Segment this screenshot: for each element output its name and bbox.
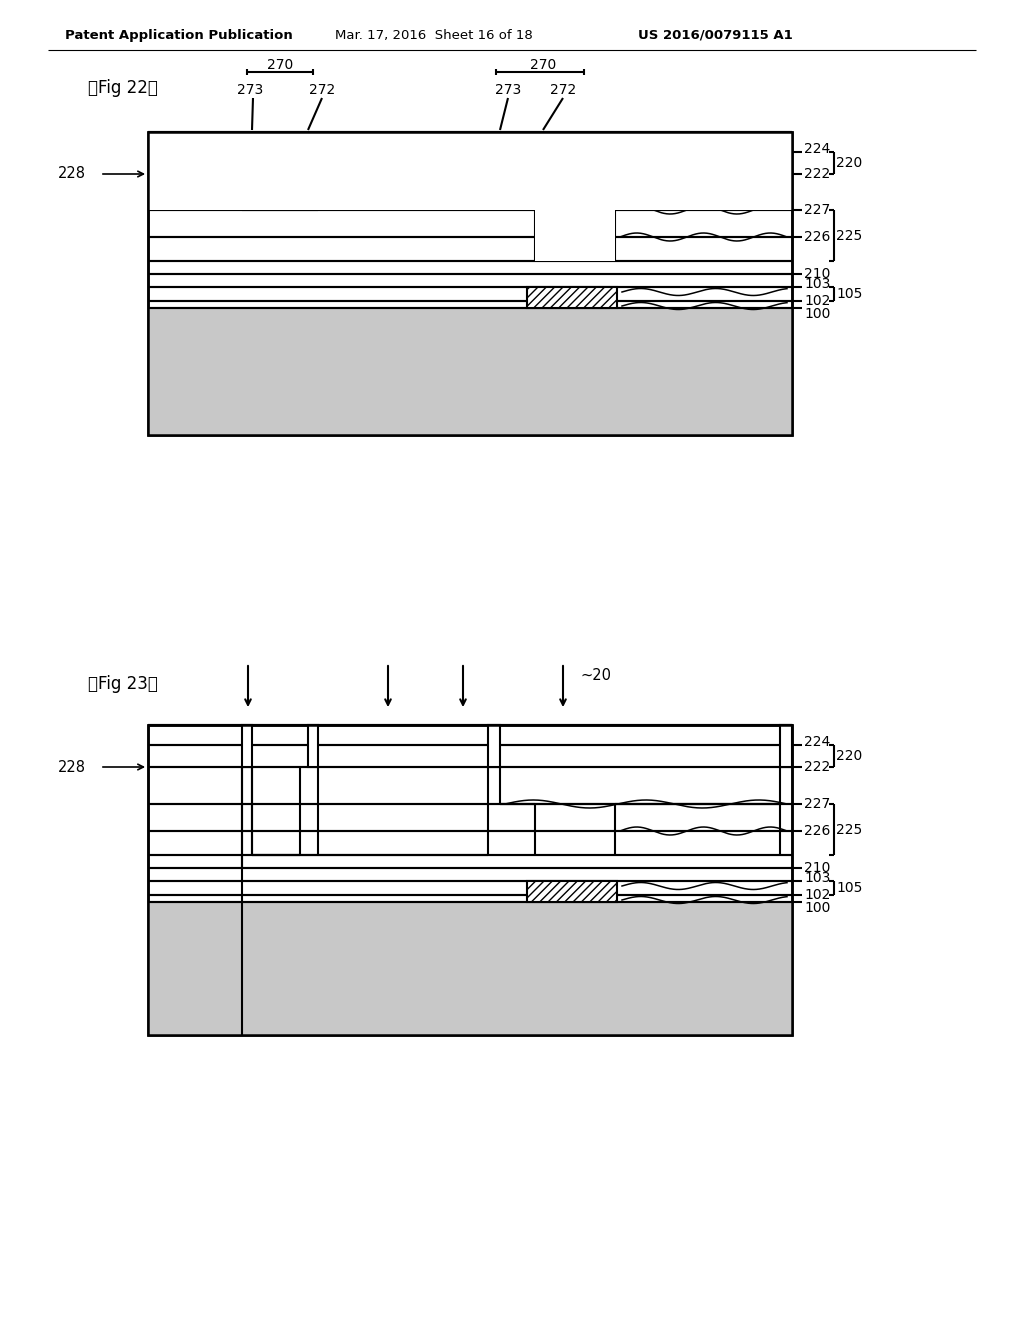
- Bar: [535, 210, 615, 261]
- Text: 270: 270: [529, 58, 556, 73]
- Text: 227: 227: [804, 797, 830, 810]
- Text: 224: 224: [804, 735, 830, 748]
- Text: 273: 273: [237, 83, 263, 96]
- Text: 220: 220: [836, 748, 862, 763]
- Text: Mar. 17, 2016  Sheet 16 of 18: Mar. 17, 2016 Sheet 16 of 18: [335, 29, 532, 41]
- Text: 【Fig 22】: 【Fig 22】: [88, 79, 158, 96]
- Text: 100: 100: [804, 902, 830, 915]
- Text: 222: 222: [804, 760, 830, 774]
- Text: 225: 225: [836, 822, 862, 837]
- Bar: [252, 132, 308, 174]
- Bar: [535, 210, 615, 261]
- Text: 226: 226: [804, 824, 830, 838]
- Bar: [318, 132, 488, 174]
- Bar: [242, 725, 252, 767]
- Text: 220: 220: [836, 156, 862, 170]
- Text: 228: 228: [58, 759, 86, 775]
- Bar: [488, 725, 500, 767]
- Text: 273: 273: [495, 83, 521, 96]
- Bar: [148, 308, 792, 436]
- Bar: [500, 132, 792, 174]
- Text: 270: 270: [267, 58, 293, 73]
- Bar: [148, 725, 792, 1035]
- Text: ~20: ~20: [580, 668, 611, 682]
- Bar: [780, 725, 792, 767]
- Text: 103: 103: [804, 277, 830, 290]
- Text: 102: 102: [804, 888, 830, 902]
- Text: 105: 105: [836, 880, 862, 895]
- Text: 103: 103: [804, 871, 830, 884]
- Bar: [148, 132, 792, 436]
- Text: 224: 224: [804, 143, 830, 156]
- Text: 225: 225: [836, 228, 862, 243]
- Text: 272: 272: [309, 83, 335, 96]
- Bar: [527, 880, 617, 902]
- Text: 210: 210: [804, 267, 830, 281]
- Text: 226: 226: [804, 230, 830, 244]
- Text: 102: 102: [804, 294, 830, 308]
- Bar: [252, 174, 308, 210]
- Bar: [148, 132, 792, 210]
- Text: 【Fig 23】: 【Fig 23】: [88, 675, 158, 693]
- Bar: [308, 725, 318, 767]
- Text: 228: 228: [58, 166, 86, 181]
- Bar: [527, 286, 617, 308]
- Text: 222: 222: [804, 168, 830, 181]
- Text: 105: 105: [836, 286, 862, 301]
- Text: 100: 100: [804, 308, 830, 321]
- Text: 210: 210: [804, 861, 830, 875]
- Bar: [148, 902, 792, 1035]
- Bar: [148, 725, 792, 1035]
- Text: Patent Application Publication: Patent Application Publication: [65, 29, 293, 41]
- Bar: [148, 132, 792, 436]
- Bar: [500, 174, 792, 210]
- Text: 227: 227: [804, 203, 830, 216]
- Text: 272: 272: [550, 83, 577, 96]
- Text: US 2016/0079115 A1: US 2016/0079115 A1: [638, 29, 793, 41]
